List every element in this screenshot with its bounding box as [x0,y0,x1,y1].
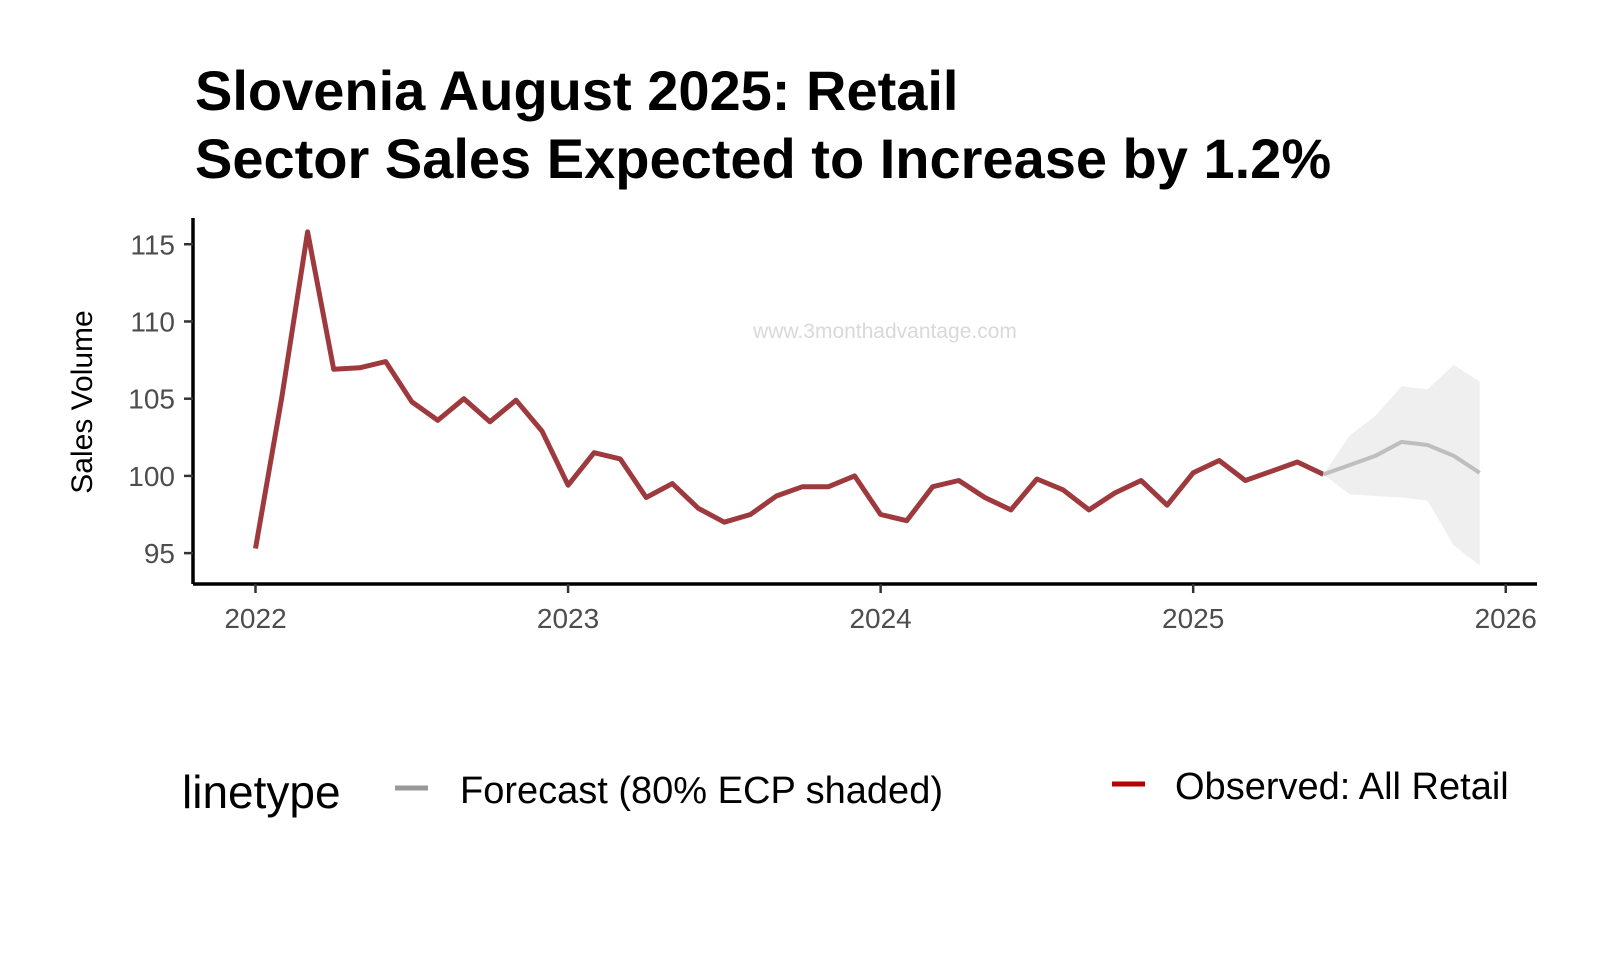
x-axis-ticks: 2022 2023 2024 2025 2026 [224,584,1537,634]
x-tick-label: 2024 [849,603,911,634]
x-tick-label: 2023 [537,603,599,634]
x-tick-label: 2022 [224,603,286,634]
forecast-series-line [1322,439,1481,477]
y-tick-label: 105 [128,384,175,415]
legend-label-forecast: Forecast (80% ECP shaded) [460,770,943,812]
y-tick-label: 100 [128,461,175,492]
chart-title-line-2: Sector Sales Expected to Increase by 1.2… [195,127,1331,190]
y-tick-label: 110 [130,306,175,337]
y-tick-label: 115 [130,229,175,260]
x-tick-label: 2026 [1475,603,1537,634]
forecast-band [1323,364,1480,566]
y-tick-label: 95 [144,538,175,569]
legend: linetype Forecast (80% ECP shaded) Obser… [182,766,1509,818]
chart-title-line-1: Slovenia August 2025: Retail [195,59,959,122]
watermark: www.3monthadvantage.com [752,320,1017,343]
x-tick-label: 2025 [1162,603,1224,634]
legend-label-observed: Observed: All Retail [1175,766,1509,808]
plot-area [191,218,1537,586]
legend-title: linetype [182,766,341,818]
y-axis-ticks: 95 100 105 110 115 [128,229,193,569]
observed-series-line [253,229,1325,549]
y-axis-title: Sales Volume [66,310,99,493]
